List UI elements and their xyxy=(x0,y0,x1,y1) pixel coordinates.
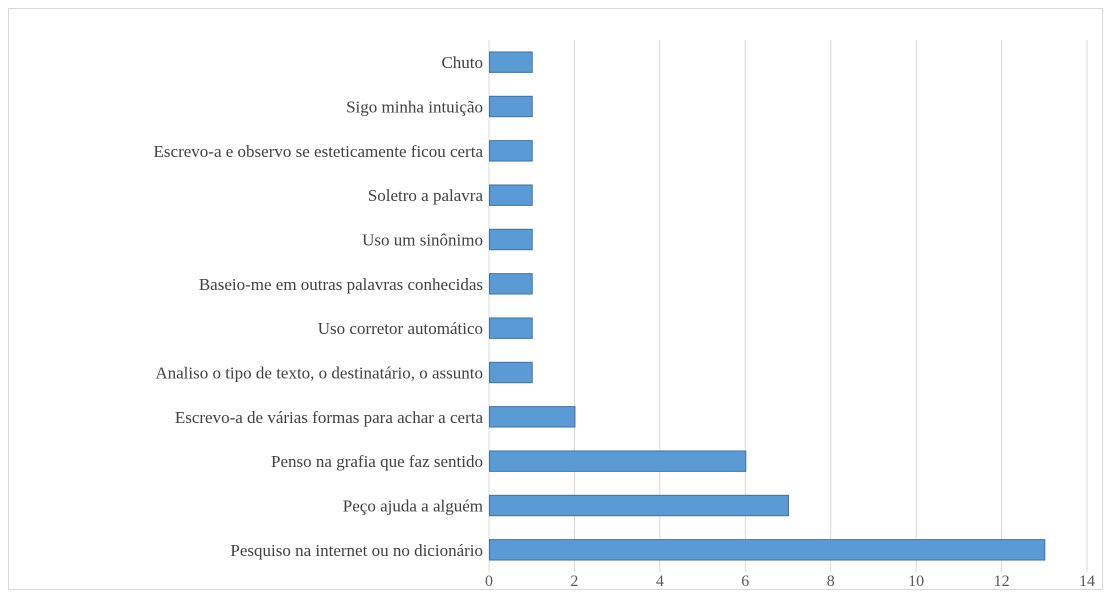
x-tick-label: 10 xyxy=(908,573,924,590)
bar-2 xyxy=(489,140,533,162)
x-tick-label: 2 xyxy=(570,573,578,590)
x-tick-label: 4 xyxy=(656,573,664,590)
category-label: Analiso o tipo de texto, o destinatário,… xyxy=(155,364,483,383)
bar-0 xyxy=(489,51,533,73)
category-label: Soletro a palavra xyxy=(368,186,484,205)
bar-10 xyxy=(489,494,789,517)
bar-5 xyxy=(489,273,533,295)
category-label: Sigo minha intuição xyxy=(346,98,483,117)
bar-11 xyxy=(489,539,1046,561)
category-label: Baseio-me em outras palavras conhecidas xyxy=(199,275,483,294)
bar-1 xyxy=(489,95,533,118)
bar-6 xyxy=(489,317,533,339)
category-label: Chuto xyxy=(441,53,483,72)
category-label: Escrevo-a e observo se esteticamente fic… xyxy=(154,142,484,161)
x-tick-label: 8 xyxy=(827,573,835,590)
bar-9 xyxy=(489,450,747,472)
x-tick-label: 0 xyxy=(485,573,493,590)
category-label: Peço ajuda a alguém xyxy=(343,497,483,516)
bar-4 xyxy=(489,228,533,251)
category-label: Pesquiso na internet ou no dicionário xyxy=(230,541,483,560)
x-tick-label: 14 xyxy=(1079,573,1095,590)
category-label: Escrevo-a de várias formas para achar a … xyxy=(175,408,484,427)
bar-7 xyxy=(489,361,533,384)
bar-3 xyxy=(489,184,533,206)
x-tick-label: 12 xyxy=(994,573,1010,590)
bar-8 xyxy=(489,406,576,428)
chart-frame xyxy=(8,8,1103,590)
category-label: Uso um sinônimo xyxy=(362,231,483,250)
category-label: Uso corretor automático xyxy=(318,319,483,338)
x-tick-label: 6 xyxy=(741,573,749,590)
category-label: Penso na grafia que faz sentido xyxy=(271,452,483,471)
